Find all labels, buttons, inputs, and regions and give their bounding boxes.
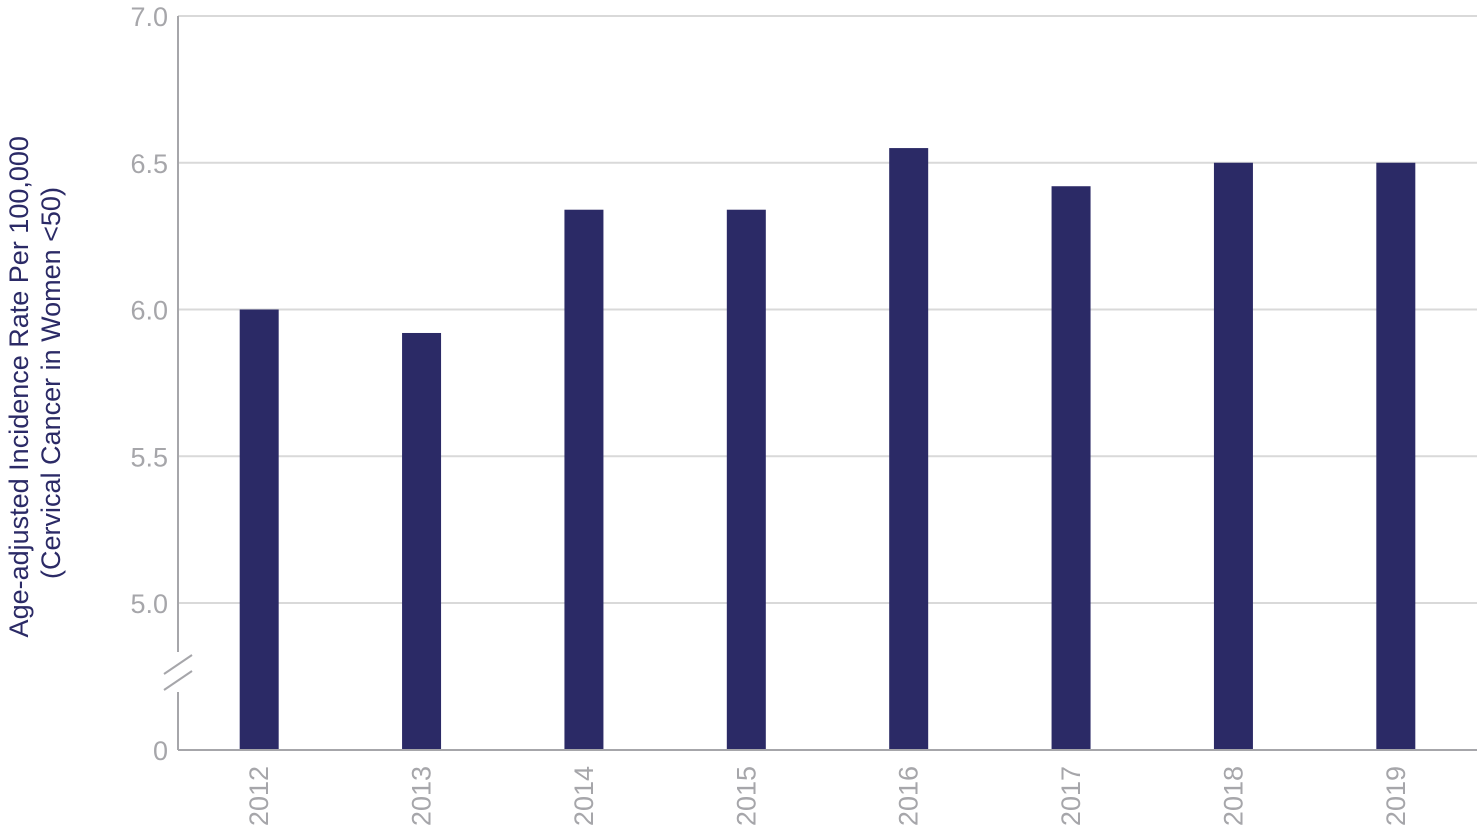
y-tick-label: 0: [153, 736, 168, 766]
bars: [239, 148, 1416, 751]
y-tick-label: 5.5: [130, 442, 168, 472]
gridlines: [178, 15, 1477, 604]
x-tick-label: 2014: [569, 766, 599, 826]
bar-2013: [402, 332, 442, 750]
x-tick-label: 2012: [244, 766, 274, 826]
bar-2018: [1213, 162, 1253, 750]
bar-2019: [1376, 162, 1416, 750]
x-tick-label: 2019: [1381, 766, 1411, 826]
bar-2015: [726, 209, 766, 750]
y-tick-labels: 0 5.0 5.5 6.0 6.5 7.0: [130, 2, 168, 766]
x-tick-label: 2017: [1056, 766, 1086, 826]
y-tick-label: 6.0: [130, 296, 168, 326]
y-tick-label: 6.5: [130, 149, 168, 179]
x-tick-label: 2018: [1218, 766, 1248, 826]
x-tick-labels: 2012 2013 2014 2015 2016 2017 2018 2019: [244, 766, 1411, 826]
bar-2016: [889, 148, 929, 750]
x-tick-label: 2016: [894, 766, 924, 826]
y-tick-label: 5.0: [130, 589, 168, 619]
axis-break-marker: [163, 652, 193, 692]
y-axis-title: Age-adjusted Incidence Rate Per 100,000 …: [4, 129, 66, 638]
y-axis-title-line-1: Age-adjusted Incidence Rate Per 100,000: [4, 136, 34, 637]
y-tick-label: 7.0: [130, 2, 168, 32]
bar-2014: [564, 209, 604, 750]
x-tick-label: 2015: [731, 766, 761, 826]
x-tick-label: 2013: [407, 766, 437, 826]
axes: [163, 16, 1477, 751]
bar-2012: [239, 309, 279, 750]
bar-2017: [1051, 186, 1091, 751]
y-axis-title-line-2: (Cervical Cancer in Women <50): [36, 187, 66, 579]
